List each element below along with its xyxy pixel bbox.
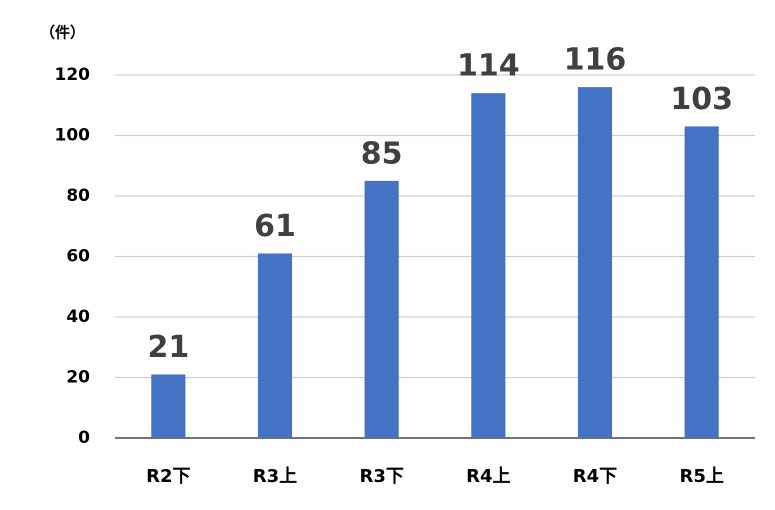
x-tick-label: R4下: [573, 466, 617, 487]
x-tick-label: R5上: [679, 466, 723, 487]
y-tick-label: 40: [66, 307, 90, 327]
bar: [257, 253, 293, 438]
x-tick-label: R3上: [253, 466, 297, 487]
bar: [577, 87, 613, 438]
data-label: 103: [670, 82, 733, 117]
bar: [684, 126, 719, 439]
y-tick-label: 100: [55, 126, 91, 146]
y-tick-label: 20: [66, 368, 90, 388]
bar: [364, 180, 399, 438]
unit-label: （件）: [40, 24, 85, 42]
data-label: 21: [147, 330, 189, 365]
bar: [471, 93, 506, 439]
y-tick-label: 60: [66, 247, 90, 267]
x-tick-label: R2下: [146, 466, 190, 487]
bar: [151, 374, 186, 438]
y-tick-label: 80: [66, 186, 90, 206]
data-label: 114: [457, 49, 520, 84]
x-tick-label: R3下: [359, 466, 403, 487]
data-label: 85: [361, 136, 403, 171]
y-tick-label: 0: [78, 428, 90, 448]
data-label: 61: [254, 209, 296, 244]
x-tick-label: R4上: [466, 466, 510, 487]
y-tick-label: 120: [55, 65, 91, 85]
data-label: 116: [564, 43, 627, 78]
